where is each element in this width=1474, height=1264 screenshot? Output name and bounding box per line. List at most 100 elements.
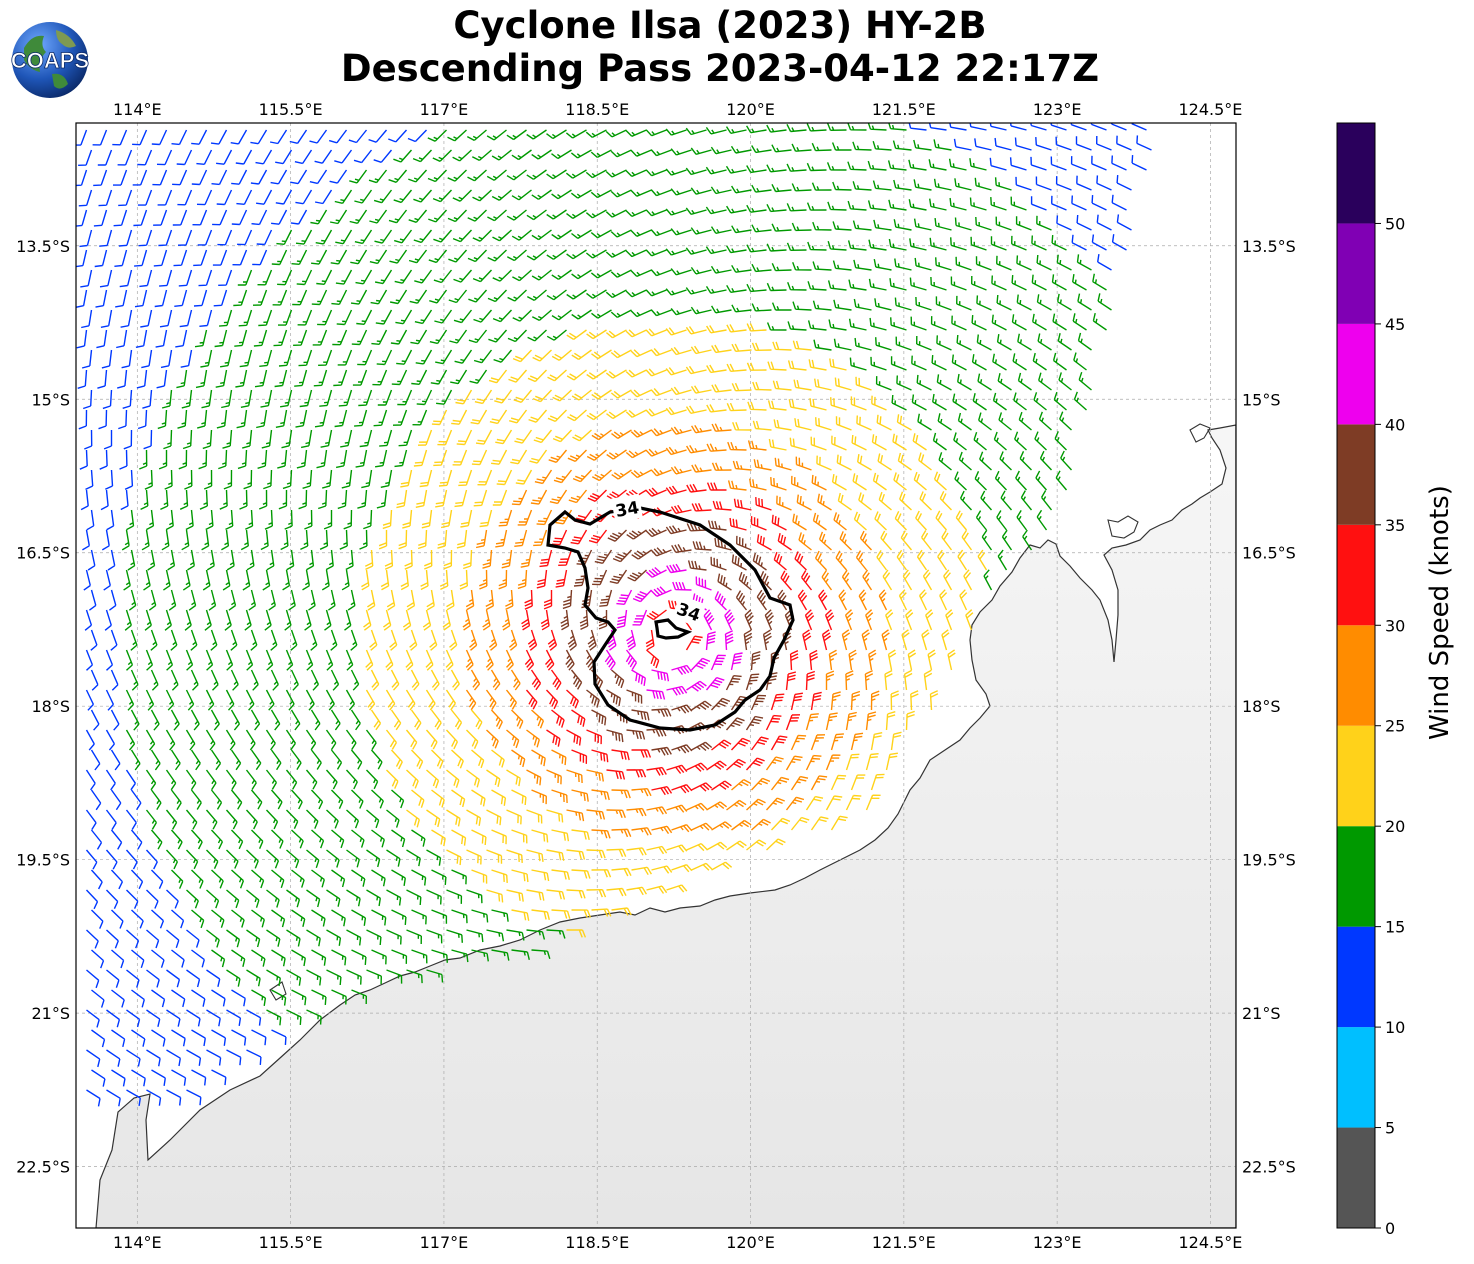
wind-barb: [954, 471, 967, 491]
wind-barb: [165, 509, 174, 531]
wind-barb: [598, 610, 608, 630]
wind-barb: [386, 969, 403, 984]
wind-barb: [369, 209, 388, 224]
wind-barb: [434, 309, 453, 324]
wind-barb: [894, 297, 912, 311]
wind-barb: [231, 949, 246, 967]
wind-barb: [326, 929, 342, 946]
wind-barb: [632, 609, 648, 626]
lon-tick-label: 123°E: [1033, 100, 1082, 119]
wind-barb: [345, 729, 357, 750]
wind-barb: [85, 769, 96, 791]
wind-barb: [124, 609, 132, 631]
wind-barb: [146, 1089, 162, 1106]
wind-barb: [446, 809, 461, 827]
wind-barb: [566, 729, 582, 746]
wind-barb: [1022, 529, 1033, 551]
wind-barb: [206, 849, 219, 869]
wind-barb: [835, 416, 852, 431]
wind-barb: [835, 550, 848, 571]
wind-barb: [845, 794, 862, 811]
wind-barb: [490, 709, 503, 730]
wind-barb: [116, 329, 128, 349]
wind-barb: [310, 749, 322, 770]
wind-barb: [99, 229, 113, 247]
wind-barb: [1030, 196, 1047, 211]
wind-barb: [131, 1029, 146, 1047]
wind-barb: [1039, 450, 1053, 471]
colorbar-frame: [1336, 122, 1376, 1229]
wind-barb: [565, 129, 587, 139]
wind-barb: [591, 709, 607, 726]
wind-barb: [458, 469, 473, 487]
wind-barb: [190, 709, 200, 731]
wind-barb: [1016, 510, 1028, 531]
wind-barb: [256, 409, 268, 429]
wind-barb: [386, 809, 400, 828]
wind-barb: [163, 429, 173, 450]
wind-barb: [864, 669, 874, 691]
wind-barb: [848, 649, 857, 671]
wind-barb: [770, 693, 785, 711]
wind-barb: [797, 589, 808, 611]
wind-barb: [974, 138, 992, 151]
wind-barb: [833, 299, 852, 311]
wind-barb: [85, 689, 95, 711]
wind-barb: [809, 398, 827, 411]
wind-barb: [990, 236, 1007, 251]
wind-barb: [126, 1009, 141, 1028]
wind-barb: [747, 401, 767, 411]
wind-barb: [610, 149, 632, 158]
wind-barb: [91, 989, 105, 1008]
wind-barb: [411, 789, 425, 808]
wind-barb: [971, 354, 987, 371]
wind-barb: [473, 309, 493, 323]
wind-barb: [447, 129, 467, 142]
wind-barb: [948, 158, 967, 171]
wind-barb: [230, 829, 244, 850]
wind-barb: [350, 249, 368, 265]
wind-barb: [91, 909, 104, 929]
wind-barb: [560, 609, 570, 631]
wind-barb: [762, 629, 772, 651]
wind-barb: [257, 269, 273, 286]
wind-barb: [211, 989, 226, 1007]
wind-barb: [551, 529, 568, 546]
wind-barb: [389, 289, 408, 305]
wind-barb: [865, 609, 874, 631]
wind-barb: [547, 629, 558, 651]
wind-barb: [616, 609, 628, 629]
wind-barb: [445, 729, 459, 750]
wind-barb: [426, 849, 442, 866]
wind-barb: [506, 769, 521, 787]
wind-barb: [471, 749, 485, 769]
wind-barb: [766, 243, 787, 252]
wind-barb: [471, 789, 486, 807]
wind-barb: [586, 289, 607, 299]
wind-barb: [811, 474, 827, 491]
wind-barb: [714, 538, 732, 551]
wind-barb: [717, 573, 732, 591]
wind-barb: [295, 409, 308, 428]
wind-barb: [171, 1069, 187, 1086]
wind-barb: [222, 429, 233, 449]
wind-barb: [493, 349, 513, 363]
wind-barb: [881, 629, 890, 651]
wind-barb: [732, 460, 752, 471]
wind-barb: [158, 229, 173, 247]
wind-barb: [691, 464, 712, 473]
wind-barb: [752, 381, 772, 391]
wind-barb: [351, 989, 367, 1005]
wind-barb: [725, 717, 745, 731]
wind-barb: [630, 469, 652, 479]
wind-barb: [482, 609, 491, 631]
wind-barb: [122, 389, 133, 409]
wind-barb: [705, 126, 727, 135]
wind-barb: [410, 669, 420, 691]
wind-barb: [412, 149, 433, 163]
wind-barb: [230, 129, 248, 145]
wind-barb: [896, 549, 908, 571]
wind-barb: [873, 219, 892, 231]
wind-barb: [331, 869, 346, 888]
wind-barb: [992, 392, 1007, 411]
